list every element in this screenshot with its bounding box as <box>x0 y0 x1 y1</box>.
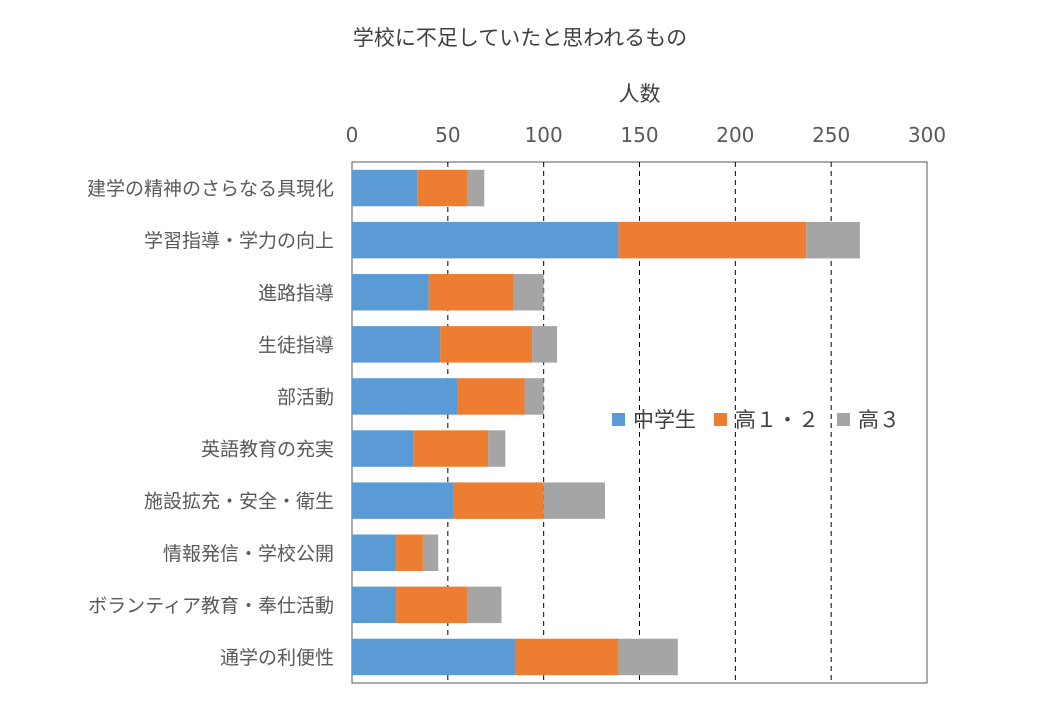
bar-segment <box>422 534 439 571</box>
bar-segment <box>352 221 619 259</box>
bar-segment <box>396 534 423 571</box>
bar-segment <box>417 169 467 207</box>
bar-segment <box>532 326 558 363</box>
bar-segment <box>352 638 515 676</box>
legend: 中学生 高１・２ 高３ <box>612 404 918 434</box>
category-label: 施設拡充・安全・衛生 <box>144 491 334 513</box>
bar-segment <box>514 638 619 676</box>
bar-segment <box>428 274 513 311</box>
bar-segment <box>352 378 458 415</box>
x-tick-label: 0 <box>346 123 359 147</box>
legend-label: 高３ <box>858 408 900 432</box>
bar-segment <box>413 430 489 467</box>
bar-segment <box>457 378 525 415</box>
bar-segment <box>352 430 414 467</box>
x-tick-label: 300 <box>908 123 946 147</box>
bar-segment <box>618 221 807 259</box>
bar-segment <box>352 534 397 571</box>
bar-segment <box>352 274 429 311</box>
x-tick-label: 200 <box>716 123 754 147</box>
legend-swatch <box>837 412 850 426</box>
bar-segment <box>352 586 397 624</box>
legend-item: 高１・２ <box>714 404 819 434</box>
category-label: 進路指導 <box>258 282 334 304</box>
bar-segment <box>488 430 506 467</box>
bar-segment <box>467 586 502 624</box>
bar-segment <box>352 326 441 363</box>
category-label: 英語教育の充実 <box>201 439 334 461</box>
legend-label: 高１・２ <box>735 408 819 432</box>
bar-segment <box>618 638 678 676</box>
category-label: 部活動 <box>277 386 334 408</box>
bar-segment <box>396 586 467 624</box>
category-label: 生徒指導 <box>258 334 334 356</box>
category-label: 通学の利便性 <box>220 647 334 669</box>
x-tick-label: 50 <box>435 123 460 147</box>
bar-segment <box>806 221 860 259</box>
bar-segment <box>543 482 605 519</box>
legend-swatch <box>714 412 727 426</box>
x-tick-label: 100 <box>525 123 563 147</box>
bar-segment <box>453 482 544 519</box>
x-tick-label: 250 <box>812 123 850 147</box>
legend-item: 中学生 <box>612 404 696 434</box>
category-label: ボランティア教育・奉仕活動 <box>88 595 334 617</box>
x-tick-label: 150 <box>620 123 658 147</box>
category-label: 学習指導・学力の向上 <box>144 230 334 252</box>
category-label: 建学の精神のさらなる具現化 <box>87 178 334 200</box>
legend-label: 中学生 <box>633 408 696 432</box>
x-axis-title: 人数 <box>618 82 661 106</box>
chart-title: 学校に不足していたと思われるもの <box>352 26 688 50</box>
category-label: 情報発信・学校公開 <box>163 543 334 565</box>
legend-swatch <box>612 412 625 426</box>
bar-segment <box>352 169 418 207</box>
bar-segment <box>467 169 485 207</box>
bar-segment <box>352 482 454 519</box>
legend-item: 高３ <box>837 404 900 434</box>
bar-segment <box>513 274 544 311</box>
bar-segment <box>440 326 533 363</box>
bar-segment <box>524 378 544 415</box>
